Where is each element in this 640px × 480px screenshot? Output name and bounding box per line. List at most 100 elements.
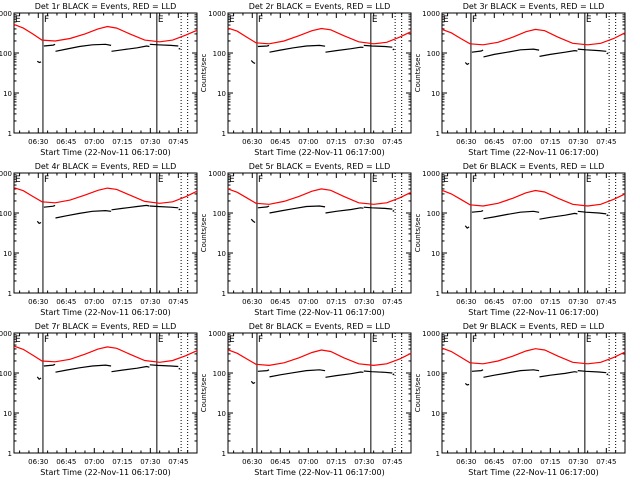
x-tick-label: 07:00 <box>298 458 318 466</box>
detector-panel-2: Det 2r BLACK = Events, RED = LLD Counts/s… <box>200 2 412 157</box>
events-series-line <box>539 371 578 378</box>
y-tick-label: 1000 <box>208 170 226 178</box>
events-series-line <box>257 205 270 209</box>
plot-frame <box>227 172 412 294</box>
detector-panel-9: Det 9r BLACK = Events, RED = LLD Counts/s… <box>414 322 626 477</box>
x-tick-label: 07:00 <box>512 298 532 306</box>
y-tick-label: 1 <box>222 130 226 138</box>
detector-panel-3: Det 3r BLACK = Events, RED = LLD Counts/s… <box>414 2 626 157</box>
events-series-line <box>55 364 112 373</box>
event-marker-label: E <box>443 15 449 25</box>
x-axis-label: Start Time (22-Nov-11 06:17:00) <box>468 148 598 157</box>
y-tick-label: 100 <box>427 210 440 218</box>
chart-title: Det 4r BLACK = Events, RED = LLD <box>35 162 177 171</box>
events-series-line <box>149 205 179 209</box>
events-series-line <box>178 47 181 50</box>
events-series-line <box>325 46 364 53</box>
event-marker-label: F <box>44 15 49 25</box>
x-axis-label: Start Time (22-Nov-11 06:17:00) <box>40 468 170 477</box>
chart-title: Det 6r BLACK = Events, RED = LLD <box>463 162 605 171</box>
plot-frame <box>13 172 198 294</box>
events-series-line <box>392 210 395 212</box>
lld-series-line <box>13 23 198 43</box>
y-tick-label: 1 <box>436 450 440 458</box>
y-tick-label: 10 <box>217 410 226 418</box>
events-series-line <box>483 48 540 58</box>
event-marker-label: E <box>586 15 592 25</box>
plot-frame <box>441 172 626 294</box>
events-series-line <box>257 369 270 372</box>
events-series-line <box>606 52 609 55</box>
y-tick-label: 1000 <box>0 330 12 338</box>
events-series-line <box>43 363 56 367</box>
y-tick-label: 1 <box>8 130 12 138</box>
y-tick-label: 1000 <box>422 170 440 178</box>
events-series-line <box>606 373 609 376</box>
x-tick-label: 06:30 <box>28 138 48 146</box>
y-tick-label: 1000 <box>208 330 226 338</box>
x-tick-label: 07:45 <box>168 298 188 306</box>
y-tick-label: 100 <box>0 50 12 58</box>
event-marker-label: F <box>258 335 263 345</box>
x-tick-label: 06:30 <box>456 138 476 146</box>
x-tick-label: 07:15 <box>326 458 346 466</box>
y-tick-label: 10 <box>3 90 12 98</box>
y-tick-label: 100 <box>213 370 226 378</box>
plot-frame <box>13 332 198 454</box>
x-tick-label: 07:00 <box>84 458 104 466</box>
x-tick-label: 07:00 <box>512 458 532 466</box>
chart-title: Det 3r BLACK = Events, RED = LLD <box>463 2 605 11</box>
detector-panel-1: Det 1r BLACK = Events, RED = LLDCounts/s… <box>0 2 198 157</box>
event-marker-label: E <box>443 335 449 345</box>
x-tick-label: 06:30 <box>242 138 262 146</box>
y-tick-label: 100 <box>0 210 12 218</box>
events-series-line <box>577 370 607 374</box>
events-series-line <box>269 44 326 53</box>
events-series-line <box>43 204 56 208</box>
x-tick-label: 07:30 <box>568 138 588 146</box>
lld-series-line <box>227 349 412 367</box>
y-tick-label: 10 <box>431 410 440 418</box>
x-tick-label: 07:45 <box>168 458 188 466</box>
detector-panel-5: Det 5r BLACK = Events, RED = LLD Counts/s… <box>200 162 412 317</box>
x-tick-label: 07:15 <box>326 138 346 146</box>
event-marker-label: E <box>586 175 592 185</box>
detector-panel-4: Det 4r BLACK = Events, RED = LLDCounts/s… <box>0 162 198 317</box>
events-series-line <box>464 225 470 229</box>
x-axis-label: Start Time (22-Nov-11 06:17:00) <box>254 148 384 157</box>
events-series-line <box>250 380 256 385</box>
x-axis-label: Start Time (22-Nov-11 06:17:00) <box>40 308 170 317</box>
x-tick-label: 06:45 <box>484 458 504 466</box>
lld-series-line <box>227 188 412 205</box>
x-tick-label: 06:45 <box>484 138 504 146</box>
y-tick-label: 100 <box>0 370 12 378</box>
x-tick-label: 07:45 <box>382 458 402 466</box>
x-tick-label: 06:45 <box>270 298 290 306</box>
events-series-line <box>483 210 540 220</box>
x-tick-label: 07:15 <box>112 298 132 306</box>
events-series-line <box>392 48 395 51</box>
event-marker-label: F <box>472 335 477 345</box>
chart-title: Det 2r BLACK = Events, RED = LLD <box>249 2 391 11</box>
events-series-line <box>55 43 112 52</box>
x-tick-label: 07:45 <box>596 298 616 306</box>
detector-panel-6: Det 6r BLACK = Events, RED = LLD Counts/s… <box>414 162 626 317</box>
events-series-line <box>43 43 56 47</box>
y-axis-label: Counts/sec <box>414 374 422 413</box>
y-tick-label: 1000 <box>422 330 440 338</box>
y-axis-label: Counts/sec <box>414 54 422 93</box>
x-tick-label: 07:30 <box>140 138 160 146</box>
events-series-line <box>250 60 256 64</box>
x-tick-label: 06:30 <box>28 458 48 466</box>
event-marker-label: E <box>15 175 21 185</box>
y-tick-label: 10 <box>217 90 226 98</box>
y-axis-label: Counts/sec <box>200 214 208 253</box>
events-series-line <box>363 44 393 48</box>
x-tick-label: 06:30 <box>28 298 48 306</box>
detector-panel-8: Det 8r BLACK = Events, RED = LLD Counts/s… <box>200 322 412 477</box>
events-series-line <box>577 210 607 215</box>
x-tick-label: 06:45 <box>484 298 504 306</box>
y-tick-label: 1 <box>8 290 12 298</box>
event-marker-label: F <box>258 15 263 25</box>
